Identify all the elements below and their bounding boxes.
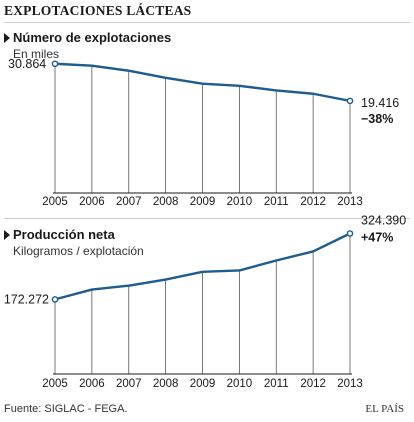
end-point	[346, 230, 354, 237]
main-title: EXPLOTACIONES LÁCTEAS	[4, 3, 192, 18]
x-tick-label: 2013	[337, 378, 363, 390]
x-tick-label: 2010	[227, 196, 253, 208]
x-tick-label: 2011	[264, 378, 289, 390]
x-tick-label: 2012	[300, 196, 326, 208]
series-line	[54, 62, 351, 103]
x-tick-label: 2006	[79, 196, 105, 208]
start-value-label: 172.272	[4, 292, 49, 306]
panel-1-subtitle: En miles	[13, 47, 60, 61]
series-line	[54, 232, 351, 301]
x-tick-label: 2013	[337, 196, 363, 208]
panel-2-title: Producción neta	[13, 227, 115, 242]
end-value-label: 324.390	[361, 213, 406, 227]
x-tick-label: 2012	[300, 378, 326, 390]
x-tick-label: 2006	[79, 378, 105, 390]
start-point	[51, 296, 59, 303]
panel-1-title: Número de explotaciones	[13, 30, 172, 45]
start-value-label: 30.864	[8, 57, 46, 71]
x-tick-label: 2007	[116, 378, 142, 390]
x-tick-label: 2005	[42, 378, 68, 390]
change-label: +47%	[361, 230, 393, 244]
end-value-label: 19.416	[361, 96, 399, 110]
panel-divider	[4, 218, 410, 219]
x-tick-label: 2007	[116, 196, 142, 208]
x-tick-label: 2009	[190, 378, 216, 390]
title-divider	[4, 22, 410, 23]
x-tick-label: 2010	[227, 378, 253, 390]
x-tick-label: 2008	[153, 196, 179, 208]
panel-2-bullet-icon	[4, 230, 10, 240]
x-tick-label: 2009	[190, 196, 216, 208]
credit-logo: EL PAÍS	[365, 403, 404, 415]
x-tick-label: 2011	[264, 196, 289, 208]
source-note: Fuente: SIGLAC - FEGA.	[4, 403, 128, 415]
change-label: −38%	[361, 112, 393, 126]
panel-2-subtitle: Kilogramos / explotación	[13, 244, 144, 258]
end-point	[346, 97, 354, 105]
panel-1-bullet-icon	[4, 33, 10, 43]
x-tick-label: 2008	[153, 378, 179, 390]
x-tick-label: 2005	[42, 196, 68, 208]
start-point	[51, 60, 59, 68]
